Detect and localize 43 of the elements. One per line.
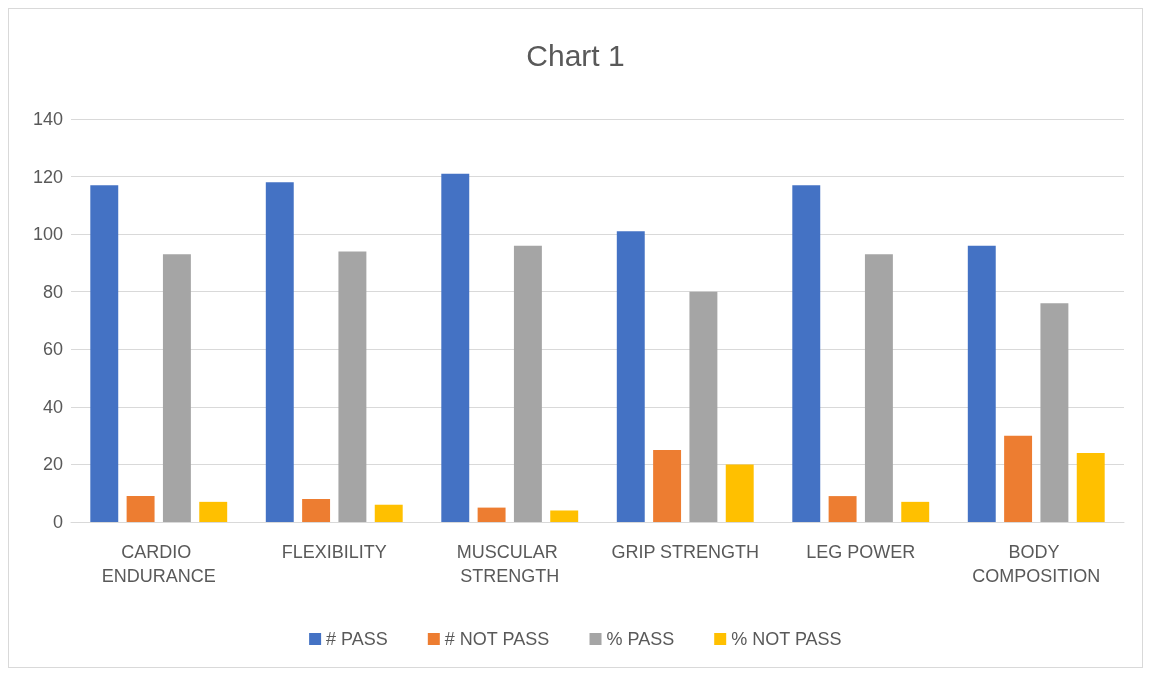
bar — [90, 185, 119, 522]
bar — [1040, 303, 1069, 522]
bar — [1004, 435, 1033, 522]
x-tick-label: FLEXIBILITY — [281, 542, 387, 562]
legend-label: # NOT PASS — [444, 629, 550, 649]
bar — [302, 498, 331, 522]
x-tick-label: LEG POWER — [806, 542, 916, 562]
bar — [864, 254, 893, 522]
y-tick-label: 20 — [42, 454, 63, 475]
bar — [725, 464, 754, 522]
x-tick-label: MUSCULAR STRENGTH — [456, 542, 563, 586]
legend-label: # PASS — [326, 629, 388, 649]
bar — [828, 496, 857, 522]
bar — [689, 291, 718, 522]
y-tick-label: 60 — [42, 339, 63, 360]
bar — [901, 501, 930, 522]
bar — [199, 501, 228, 522]
y-tick-label: 0 — [52, 512, 63, 532]
bar — [338, 251, 367, 522]
bar — [265, 182, 294, 522]
y-tick-label: 100 — [32, 224, 63, 245]
y-tick-label: 120 — [32, 166, 63, 187]
bar — [1076, 452, 1105, 522]
bar — [513, 245, 542, 522]
bar — [477, 507, 506, 522]
bar — [653, 450, 682, 522]
x-tick-label: CARDIO ENDURANCE — [101, 542, 216, 586]
x-tick-label: GRIP STRENGTH — [611, 542, 760, 562]
bar — [550, 510, 579, 522]
chart-title: Chart 1 — [526, 38, 625, 72]
y-tick-label: 80 — [42, 281, 63, 302]
y-tick-label: 40 — [42, 396, 63, 417]
bar — [792, 185, 821, 522]
y-tick-label: 140 — [32, 109, 63, 129]
legend-label: % PASS — [606, 629, 675, 649]
bar — [967, 245, 996, 522]
bar — [162, 254, 191, 522]
bar — [126, 496, 155, 522]
bar — [616, 231, 645, 522]
bar — [441, 173, 470, 522]
bar — [374, 504, 403, 522]
x-tick-label: BODY COMPOSITION — [972, 542, 1101, 586]
legend-label: % NOT PASS — [731, 629, 842, 649]
